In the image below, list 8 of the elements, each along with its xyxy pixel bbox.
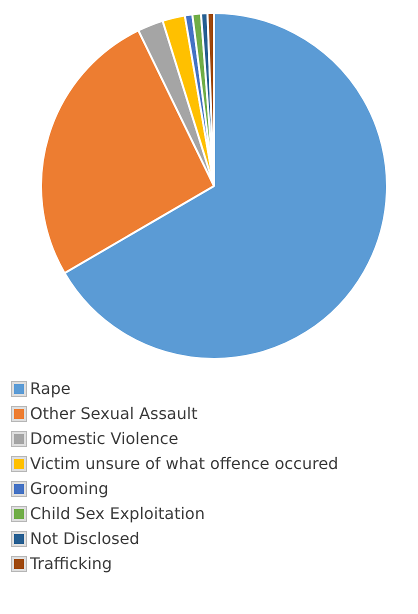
- legend-label: Rape: [30, 379, 71, 398]
- legend-label: Victim unsure of what offence occured: [30, 454, 338, 473]
- legend-label: Grooming: [30, 479, 109, 498]
- legend-label: Other Sexual Assault: [30, 404, 198, 423]
- legend-label: Not Disclosed: [30, 529, 140, 548]
- legend-label: Trafficking: [30, 554, 112, 573]
- legend-label: Child Sex Exploitation: [30, 504, 205, 523]
- legend-label: Domestic Violence: [30, 429, 178, 448]
